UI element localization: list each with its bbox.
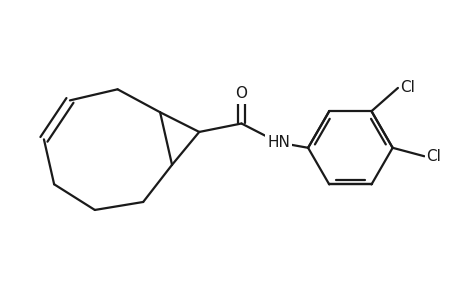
Text: Cl: Cl: [425, 149, 440, 164]
Text: Cl: Cl: [399, 80, 414, 95]
Text: HN: HN: [267, 135, 289, 150]
Text: O: O: [235, 86, 247, 101]
